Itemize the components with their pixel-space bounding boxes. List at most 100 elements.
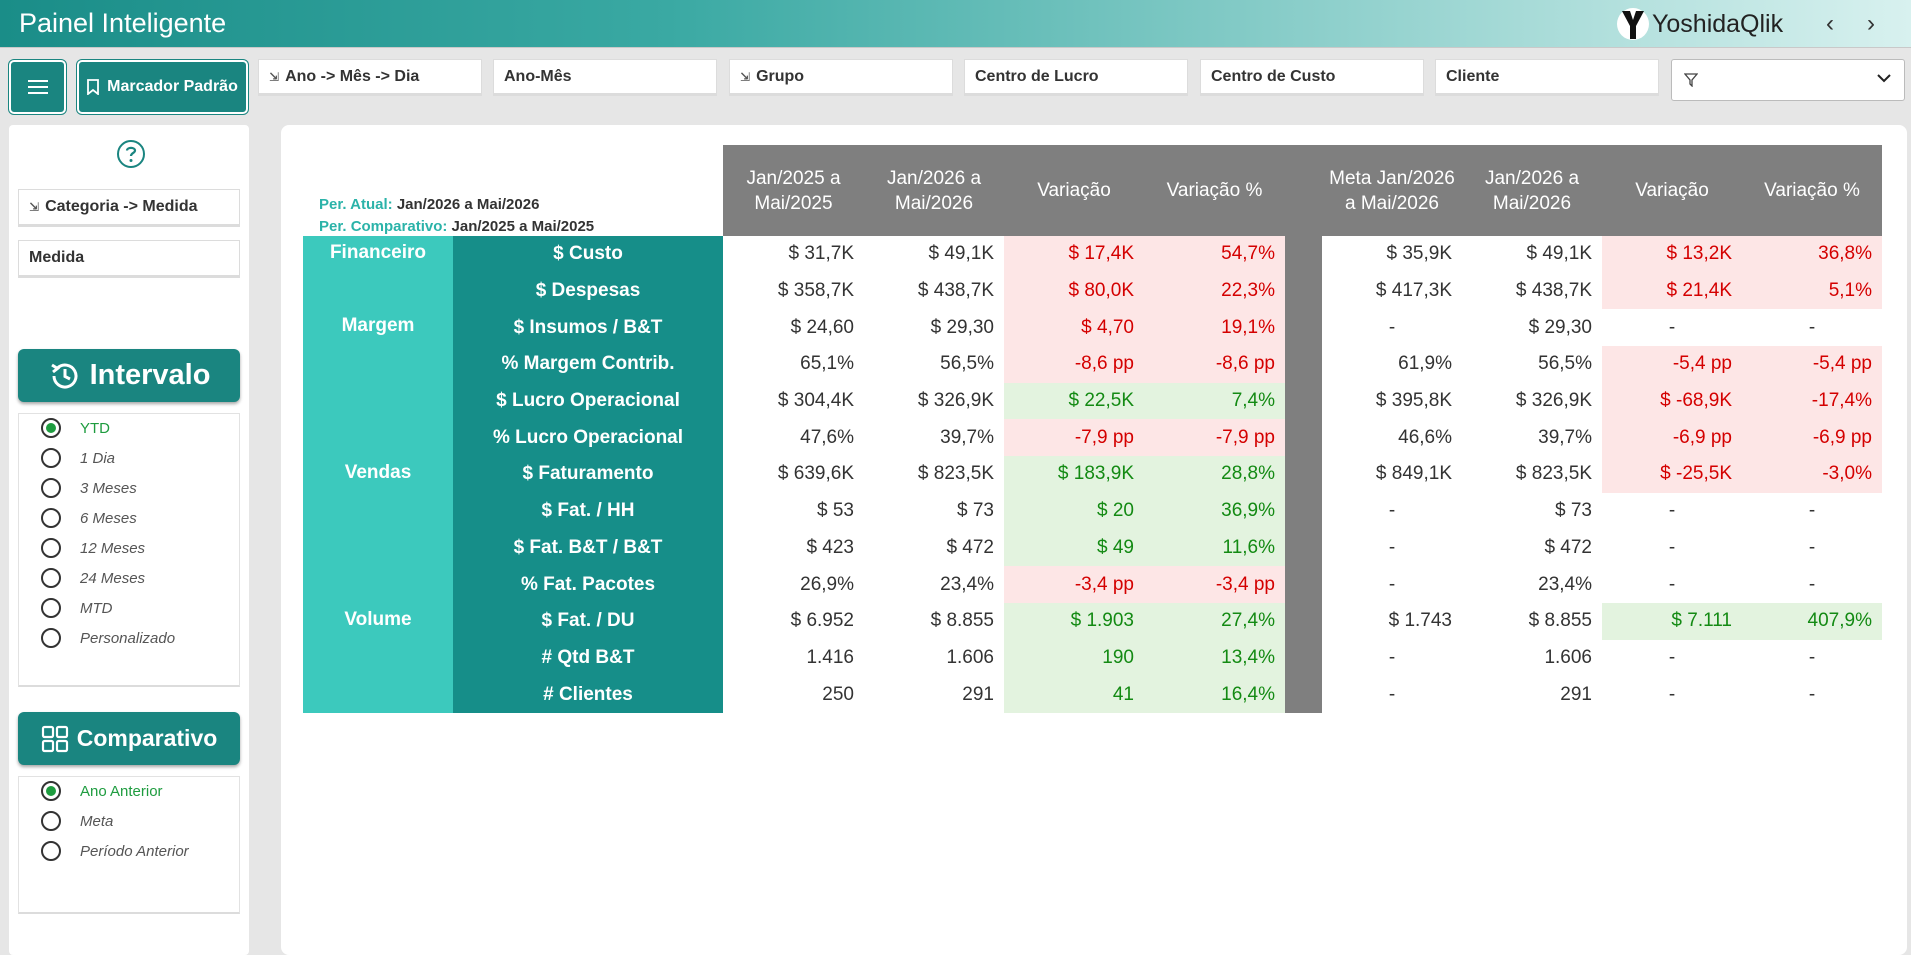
col-header-variacao-pct-2[interactable]: Variação % — [1742, 145, 1882, 236]
table-row: % Margem Contrib. 65,1% 56,5% -8,6 pp -8,6 p… — [303, 346, 1882, 383]
group-cell[interactable]: Vendas — [303, 456, 453, 603]
value-atual-cell: 39,7% — [940, 426, 994, 448]
menu-button[interactable] — [9, 60, 66, 114]
meta-cell: - — [1388, 536, 1396, 558]
filter-centro-de-custo[interactable]: Centro de Custo — [1200, 59, 1424, 96]
radio-label: 6 Meses — [80, 509, 137, 527]
nav-prev-icon[interactable]: ‹ — [1826, 10, 1834, 37]
measure-cell[interactable]: $ Custo — [453, 236, 723, 273]
history-icon — [50, 363, 78, 389]
filter-label: Ano-Mês — [504, 67, 572, 85]
radio-3-meses[interactable]: 3 Meses — [41, 478, 137, 498]
value-atual-2-cell: 1.606 — [1544, 646, 1592, 668]
meta-cell: 61,9% — [1398, 353, 1452, 375]
col-header-meta[interactable]: Meta Jan/2026 a Mai/2026 — [1322, 145, 1462, 236]
filter-ano-mes[interactable]: Ano-Mês — [493, 59, 717, 96]
group-cell[interactable]: Volume — [303, 602, 453, 713]
variacao-2-cell: $ 13,2K — [1602, 236, 1742, 273]
measure-cell[interactable]: $ Faturamento — [453, 456, 723, 493]
variacao-pct-2-cell: -17,4% — [1742, 382, 1882, 420]
help-icon[interactable] — [116, 139, 146, 169]
variacao-2-cell: $ 21,4K — [1602, 272, 1742, 310]
radio-label: 12 Meses — [80, 539, 146, 557]
radio-ano-anterior[interactable]: Ano Anterior — [41, 781, 163, 801]
filter-dropdown[interactable] — [1671, 59, 1905, 101]
nav-next-icon[interactable]: › — [1867, 10, 1875, 37]
col-header-variacao-2[interactable]: Variação — [1602, 145, 1742, 236]
measure-cell[interactable]: % Fat. Pacotes — [453, 566, 723, 603]
meta-cell: - — [1388, 500, 1396, 522]
value-comparativo-cell: $ 31,7K — [788, 243, 855, 265]
col-header-variacao[interactable]: Variação — [1004, 145, 1144, 236]
measure-cell[interactable]: $ Fat. B&T / B&T — [453, 529, 723, 567]
measure-cell[interactable]: $ Insumos / B&T — [453, 309, 723, 347]
filter-medida[interactable]: Medida — [18, 240, 240, 278]
radio-mtd[interactable]: MTD — [41, 598, 113, 618]
variacao-2-cell: - — [1668, 536, 1676, 558]
variacao-pct-2-cell: - — [1808, 646, 1816, 668]
value-atual-cell: $ 823,5K — [917, 463, 994, 485]
measure-cell[interactable]: $ Despesas — [453, 272, 723, 310]
radio-ytd[interactable]: YTD — [41, 418, 110, 438]
variacao-2-cell: - — [1668, 316, 1676, 338]
variacao-pct-2-cell: 36,8% — [1742, 236, 1882, 273]
meta-cell: $ 1.743 — [1388, 610, 1452, 632]
variacao-2-cell: - — [1668, 683, 1676, 705]
filter-cliente[interactable]: Cliente — [1435, 59, 1659, 96]
col-header-comparativo[interactable]: Jan/2025 a Mai/2025 — [723, 145, 864, 236]
radio-periodo-anterior[interactable]: Período Anterior — [41, 841, 189, 861]
radio-icon — [41, 568, 61, 588]
measure-cell[interactable]: % Lucro Operacional — [453, 419, 723, 457]
filter-centro-de-lucro[interactable]: Centro de Lucro — [964, 59, 1188, 96]
radio-meta[interactable]: Meta — [41, 811, 113, 831]
measure-cell[interactable]: # Clientes — [453, 676, 723, 713]
table-row: Volume $ Fat. / DU $ 6.952 $ 8.855 $ 1.903 27… — [303, 602, 1882, 713]
filter-label: Ano -> Mês -> Dia — [285, 67, 420, 85]
value-atual-2-cell: $ 438,7K — [1515, 280, 1592, 302]
col-header-variacao-pct[interactable]: Variação % — [1144, 145, 1285, 236]
period-atual-label: Per. Atual: — [319, 196, 393, 213]
intervalo-button[interactable]: Intervalo — [18, 349, 240, 402]
comparativo-button[interactable]: Comparativo — [18, 712, 240, 765]
group-cell[interactable]: Financeiro — [303, 236, 453, 310]
variacao-pct-cell: 27,4% — [1144, 602, 1285, 640]
group-cell[interactable]: Margem — [303, 309, 453, 457]
radio-24-meses[interactable]: 24 Meses — [41, 568, 145, 588]
table-row: % Lucro Operacional 47,6% 39,7% -7,9 pp -7,9… — [303, 419, 1882, 457]
radio-6-meses[interactable]: 6 Meses — [41, 508, 137, 528]
filter-label: Cliente — [1446, 67, 1500, 85]
bookmark-button[interactable]: Marcador Padrão — [77, 60, 248, 114]
brand-logo-icon — [1617, 8, 1649, 40]
radio-1-dia[interactable]: 1 Dia — [41, 448, 115, 468]
variacao-cell: $ 49 — [1004, 529, 1144, 567]
measure-cell[interactable]: $ Lucro Operacional — [453, 382, 723, 420]
value-atual-cell: $ 438,7K — [917, 280, 994, 302]
col-header-atual-2[interactable]: Jan/2026 a Mai/2026 — [1462, 145, 1602, 236]
measure-cell[interactable]: $ Fat. / DU — [453, 602, 723, 640]
hamburger-icon — [27, 80, 48, 94]
radio-icon — [41, 841, 61, 861]
value-comparativo-cell: 250 — [822, 683, 854, 705]
radio-label: 1 Dia — [80, 449, 116, 467]
filter-ano-mes-dia[interactable]: ⇲ Ano -> Mês -> Dia — [258, 59, 482, 96]
meta-cell: $ 395,8K — [1375, 390, 1452, 412]
measure-cell[interactable]: % Margem Contrib. — [453, 346, 723, 383]
variacao-pct-cell: 28,8% — [1144, 456, 1285, 493]
measure-cell[interactable]: # Qtd B&T — [453, 639, 723, 677]
measure-cell[interactable]: $ Fat. / HH — [453, 492, 723, 530]
col-header-atual[interactable]: Jan/2026 a Mai/2026 — [864, 145, 1004, 236]
radio-label: MTD — [80, 599, 113, 617]
radio-12-meses[interactable]: 12 Meses — [41, 538, 145, 558]
variacao-pct-2-cell: -5,4 pp — [1742, 346, 1882, 383]
variacao-cell: $ 22,5K — [1004, 382, 1144, 420]
filter-categoria-medida[interactable]: ⇲ Categoria -> Medida — [18, 189, 240, 227]
meta-cell: $ 849,1K — [1375, 463, 1452, 485]
value-atual-cell: 56,5% — [940, 353, 994, 375]
meta-cell: - — [1388, 573, 1396, 595]
filter-grupo[interactable]: ⇲ Grupo — [729, 59, 953, 96]
value-comparativo-cell: 65,1% — [800, 353, 854, 375]
hierarchy-icon: ⇲ — [29, 200, 40, 214]
meta-cell: - — [1388, 683, 1396, 705]
variacao-pct-2-cell: - — [1808, 683, 1816, 705]
radio-personalizado[interactable]: Personalizado — [41, 628, 175, 648]
